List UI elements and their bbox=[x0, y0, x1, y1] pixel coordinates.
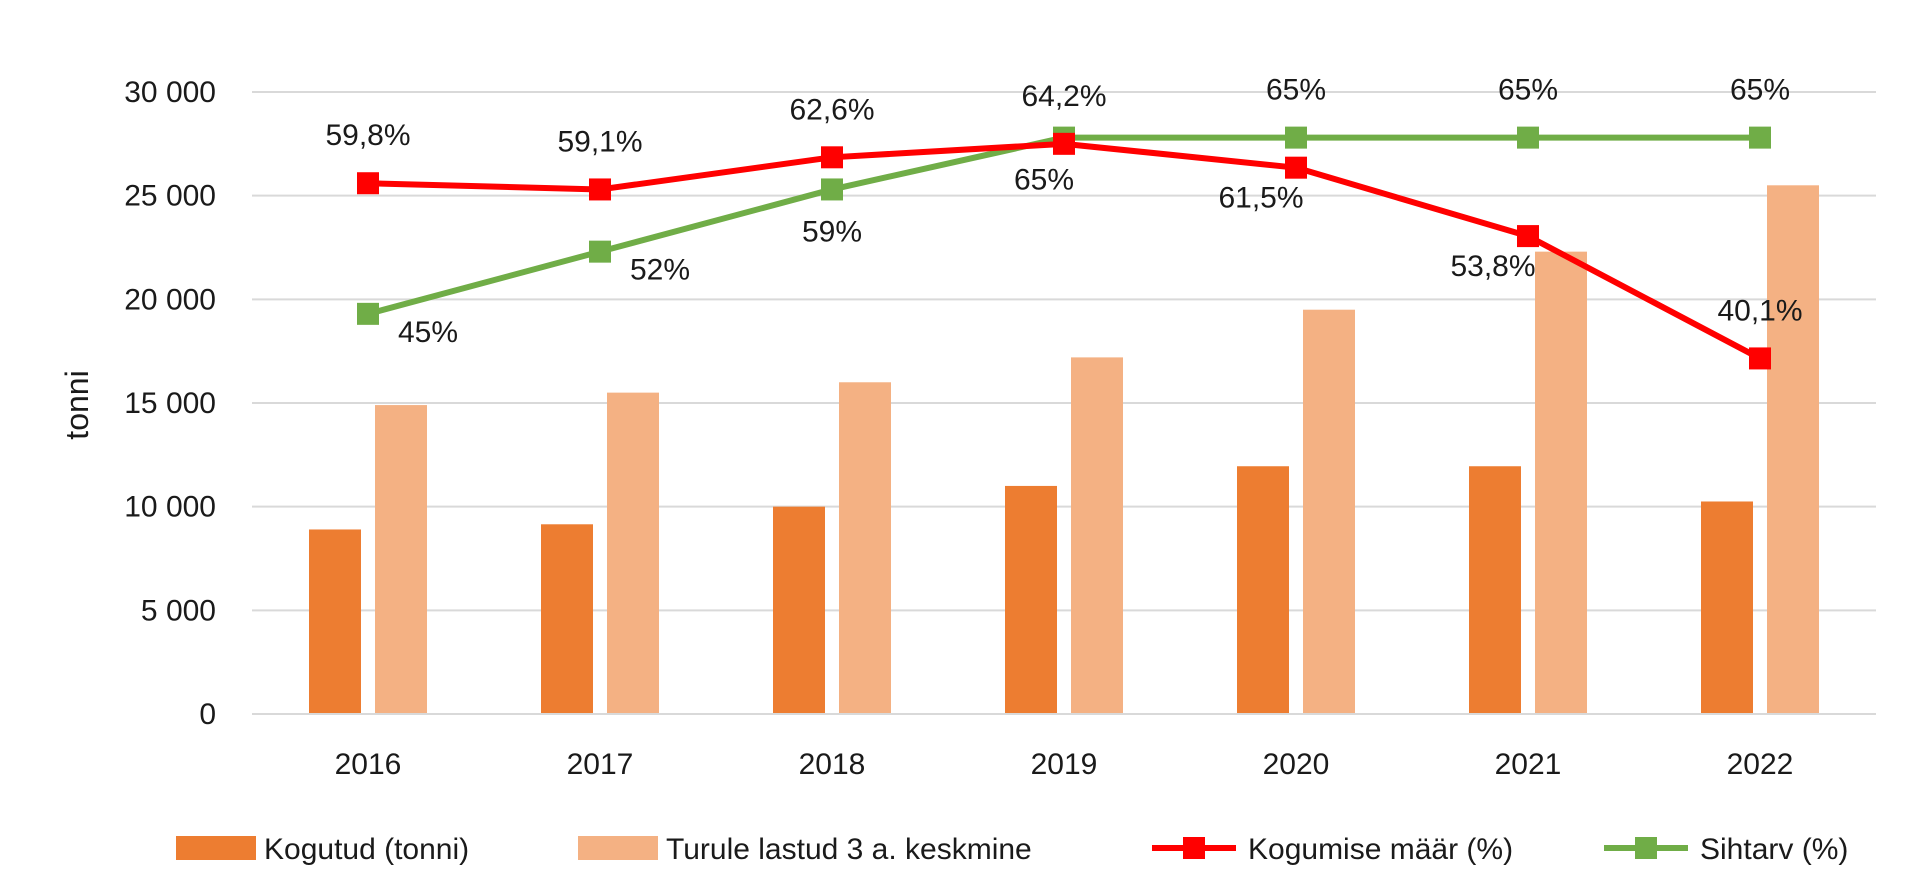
sihtarv-marker bbox=[821, 178, 843, 201]
legend-kogutud-label: Kogutud (tonni) bbox=[264, 833, 469, 866]
sihtarv-data-label: 65% bbox=[1266, 74, 1326, 107]
y-tick-label: 10 000 bbox=[124, 491, 216, 524]
bar-kogutud-2020 bbox=[1237, 466, 1289, 714]
bar-turule-2020 bbox=[1303, 309, 1355, 714]
kogumise-maar-data-label: 59,1% bbox=[557, 125, 642, 158]
legend-kogutud-swatch bbox=[176, 836, 256, 860]
legend-turule: Turule lastud 3 a. keskmine bbox=[578, 833, 1032, 866]
sihtarv-data-label: 45% bbox=[398, 316, 458, 349]
legend-kogutud: Kogutud (tonni) bbox=[176, 833, 469, 866]
kogumise-maar-data-label: 64,2% bbox=[1021, 80, 1106, 113]
legend-kogumise-maar-label: Kogumise määr (%) bbox=[1248, 833, 1513, 866]
bar-turule-2017 bbox=[607, 392, 659, 714]
bar-kogutud-2021 bbox=[1469, 466, 1521, 714]
bar-kogutud-2022 bbox=[1701, 501, 1753, 714]
kogumise-maar-marker bbox=[1517, 225, 1539, 248]
bar-kogutud-2019 bbox=[1005, 485, 1057, 714]
kogumise-maar-marker bbox=[821, 146, 843, 169]
x-axis-ticks: 2016 2017 2018 2019 2020 2021 2022 bbox=[335, 748, 1794, 781]
x-tick-label: 2019 bbox=[1031, 748, 1098, 781]
y-tick-label: 5 000 bbox=[141, 594, 216, 627]
bar-turule-2021 bbox=[1535, 251, 1587, 714]
legend-kogumise-maar: Kogumise määr (%) bbox=[1152, 833, 1513, 866]
sihtarv-data-label: 65% bbox=[1730, 74, 1790, 107]
sihtarv-data-label: 59% bbox=[802, 215, 862, 248]
bar-kogutud-2017 bbox=[541, 524, 593, 714]
gridlines bbox=[252, 91, 1876, 612]
legend-turule-swatch bbox=[578, 836, 658, 860]
y-axis-ticks: 0 5 000 10 000 15 000 20 000 25 000 30 000 bbox=[124, 76, 216, 731]
kogumise-maar-marker bbox=[357, 172, 379, 195]
bar-turule-2016 bbox=[375, 405, 427, 714]
legend-sihtarv-label: Sihtarv (%) bbox=[1700, 833, 1848, 866]
legend: Kogutud (tonni) Turule lastud 3 a. keskmi… bbox=[176, 833, 1848, 866]
sihtarv-marker bbox=[1517, 126, 1539, 149]
bar-turule-2018 bbox=[839, 382, 891, 714]
kogumise-maar-marker bbox=[589, 178, 611, 201]
x-tick-label: 2018 bbox=[799, 748, 866, 781]
sihtarv-data-label: 65% bbox=[1014, 164, 1074, 197]
y-tick-label: 25 000 bbox=[124, 180, 216, 213]
x-tick-label: 2016 bbox=[335, 748, 402, 781]
sihtarv-data-label: 52% bbox=[630, 254, 690, 287]
x-tick-label: 2020 bbox=[1263, 748, 1330, 781]
bar-kogutud-2018 bbox=[773, 506, 825, 714]
legend-sihtarv: Sihtarv (%) bbox=[1604, 833, 1848, 866]
sihtarv-marker bbox=[357, 302, 379, 325]
sihtarv-marker bbox=[589, 240, 611, 263]
kogumise-maar-marker bbox=[1749, 347, 1771, 370]
bar-turule-2019 bbox=[1071, 357, 1123, 714]
line-series bbox=[357, 126, 1771, 370]
kogumise-maar-data-label: 62,6% bbox=[789, 93, 874, 126]
x-tick-label: 2017 bbox=[567, 748, 634, 781]
x-tick-label: 2022 bbox=[1727, 748, 1794, 781]
y-tick-label: 20 000 bbox=[124, 283, 216, 316]
kogumise-maar-data-label: 59,8% bbox=[325, 119, 410, 152]
bar-kogutud-2016 bbox=[309, 529, 361, 714]
kogumise-maar-data-label: 61,5% bbox=[1218, 182, 1303, 215]
kogumise-maar-marker bbox=[1285, 156, 1307, 179]
sihtarv-marker bbox=[1749, 126, 1771, 149]
legend-kogumise-maar-swatch-marker bbox=[1183, 837, 1205, 859]
y-tick-label: 30 000 bbox=[124, 76, 216, 109]
bar-turule-2022 bbox=[1767, 185, 1819, 715]
data-labels: 59,8% 59,1% 62,6% 64,2% 61,5% 53,8% 40,1% 45% 52… bbox=[325, 74, 1802, 349]
kogumise-maar-data-label: 53,8% bbox=[1450, 250, 1535, 283]
legend-turule-label: Turule lastud 3 a. keskmine bbox=[666, 833, 1032, 866]
sihtarv-data-label: 65% bbox=[1498, 74, 1558, 107]
kogumise-maar-marker bbox=[1053, 132, 1075, 155]
bars bbox=[309, 185, 1819, 715]
sihtarv-marker bbox=[1285, 126, 1307, 149]
kogumise-maar-data-label: 40,1% bbox=[1717, 294, 1802, 327]
x-tick-label: 2021 bbox=[1495, 748, 1562, 781]
y-axis-label: tonni bbox=[59, 370, 95, 439]
legend-sihtarv-swatch-marker bbox=[1635, 837, 1657, 859]
y-tick-label: 15 000 bbox=[124, 387, 216, 420]
y-tick-label: 0 bbox=[199, 698, 216, 731]
